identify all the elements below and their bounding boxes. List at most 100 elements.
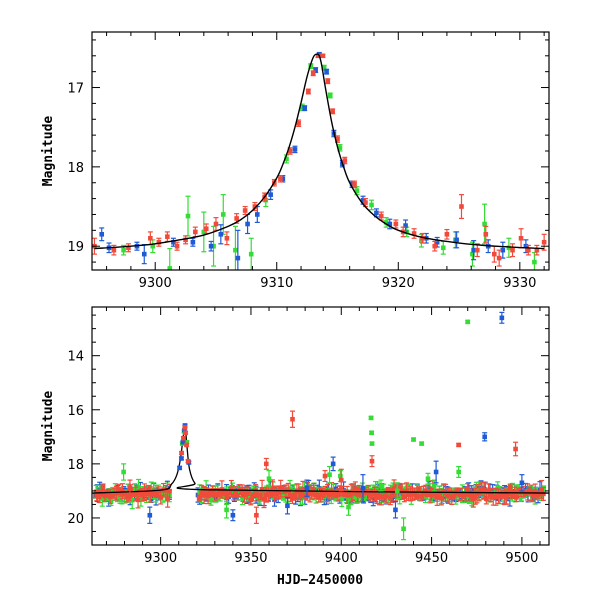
blue-observatory-point <box>235 229 241 270</box>
red-observatory-point <box>147 231 153 246</box>
data-point <box>327 492 332 498</box>
x-tick-label: 9330 <box>503 276 536 291</box>
data-point <box>322 473 328 479</box>
data-point <box>108 498 114 504</box>
red-observatory-point <box>325 78 331 85</box>
x-tick-label: 9400 <box>325 551 358 566</box>
bottom-plot-frame <box>91 306 550 546</box>
bottom-panel: 9300 9350 9400 9450 9500 14 16 18 20 Magnitude H… <box>41 306 550 588</box>
data-point <box>218 232 224 237</box>
data-point <box>167 266 173 270</box>
data-point <box>374 494 380 499</box>
data-point <box>105 491 110 496</box>
data-point <box>165 496 170 501</box>
data-point <box>248 251 254 257</box>
data-point <box>471 247 476 253</box>
data-point <box>439 496 444 501</box>
data-point <box>337 145 343 151</box>
blue-observatory-point <box>482 432 488 442</box>
baseline-point <box>113 485 119 501</box>
data-point <box>298 492 304 498</box>
data-point <box>292 493 298 499</box>
data-point <box>368 415 374 421</box>
baseline-point <box>365 484 371 501</box>
baseline-point <box>280 485 286 495</box>
data-point <box>126 245 131 251</box>
red-observatory-point <box>510 243 516 258</box>
data-point <box>330 461 336 467</box>
data-point <box>481 487 487 493</box>
red-observatory-point <box>534 244 540 256</box>
red-observatory-point <box>483 225 489 243</box>
data-point <box>379 494 384 500</box>
x-tick-label: 9500 <box>505 551 538 566</box>
data-point <box>534 247 540 253</box>
data-point <box>416 487 421 492</box>
data-point <box>466 489 471 494</box>
green-observatory-point <box>465 319 471 325</box>
data-point <box>325 78 331 84</box>
data-point <box>349 182 355 187</box>
green-observatory-point <box>150 239 156 254</box>
data-point <box>304 485 310 491</box>
red-observatory-point <box>444 228 450 240</box>
data-point <box>482 221 487 227</box>
data-point <box>496 255 502 261</box>
blue-observatory-point <box>330 456 336 472</box>
data-point <box>365 490 371 495</box>
red-observatory-point <box>320 53 326 59</box>
data-point <box>229 486 234 492</box>
data-point <box>454 489 460 494</box>
data-point <box>114 490 119 496</box>
baseline-point <box>449 490 455 506</box>
data-point <box>184 442 189 448</box>
data-point <box>327 472 332 477</box>
data-point <box>138 495 144 500</box>
data-point <box>432 491 438 497</box>
data-point <box>208 497 214 503</box>
data-point <box>300 487 306 492</box>
data-point <box>418 493 424 499</box>
red-observatory-point <box>183 235 189 245</box>
data-point <box>523 243 529 249</box>
data-point <box>383 220 389 225</box>
data-point <box>474 247 480 253</box>
data-point <box>383 493 389 499</box>
data-point <box>369 202 374 208</box>
data-point <box>488 492 494 498</box>
data-point <box>310 70 316 76</box>
red-observatory-point <box>342 156 348 165</box>
data-point <box>307 486 312 492</box>
data-point <box>369 441 375 446</box>
red-observatory-point <box>127 479 133 497</box>
data-point <box>201 229 207 235</box>
data-point <box>403 223 408 228</box>
blue-observatory-point <box>292 145 298 154</box>
data-point <box>158 494 164 500</box>
data-point <box>486 488 491 494</box>
data-point <box>181 435 186 441</box>
data-point <box>414 494 420 499</box>
data-point <box>212 492 218 498</box>
green-observatory-point <box>482 203 488 245</box>
data-point <box>360 485 366 491</box>
data-point <box>203 226 209 232</box>
bottom-x-axis-label: HJD−2450000 <box>277 573 363 588</box>
red-observatory-point <box>263 457 269 470</box>
data-point <box>254 512 259 518</box>
data-point <box>354 188 360 193</box>
y-tick-label: 18 <box>67 161 84 176</box>
data-point <box>248 497 254 503</box>
data-point <box>278 176 283 182</box>
green-observatory-point <box>531 251 537 270</box>
data-point <box>147 512 153 518</box>
data-point <box>378 213 384 219</box>
model-curve <box>94 53 545 250</box>
red-observatory-point <box>224 231 230 246</box>
data-point <box>230 512 236 518</box>
top-y-axis-label: Magnitude <box>41 116 56 187</box>
data-point <box>425 476 431 482</box>
data-point <box>411 231 417 236</box>
data-point <box>245 221 250 227</box>
data-point <box>94 493 99 498</box>
